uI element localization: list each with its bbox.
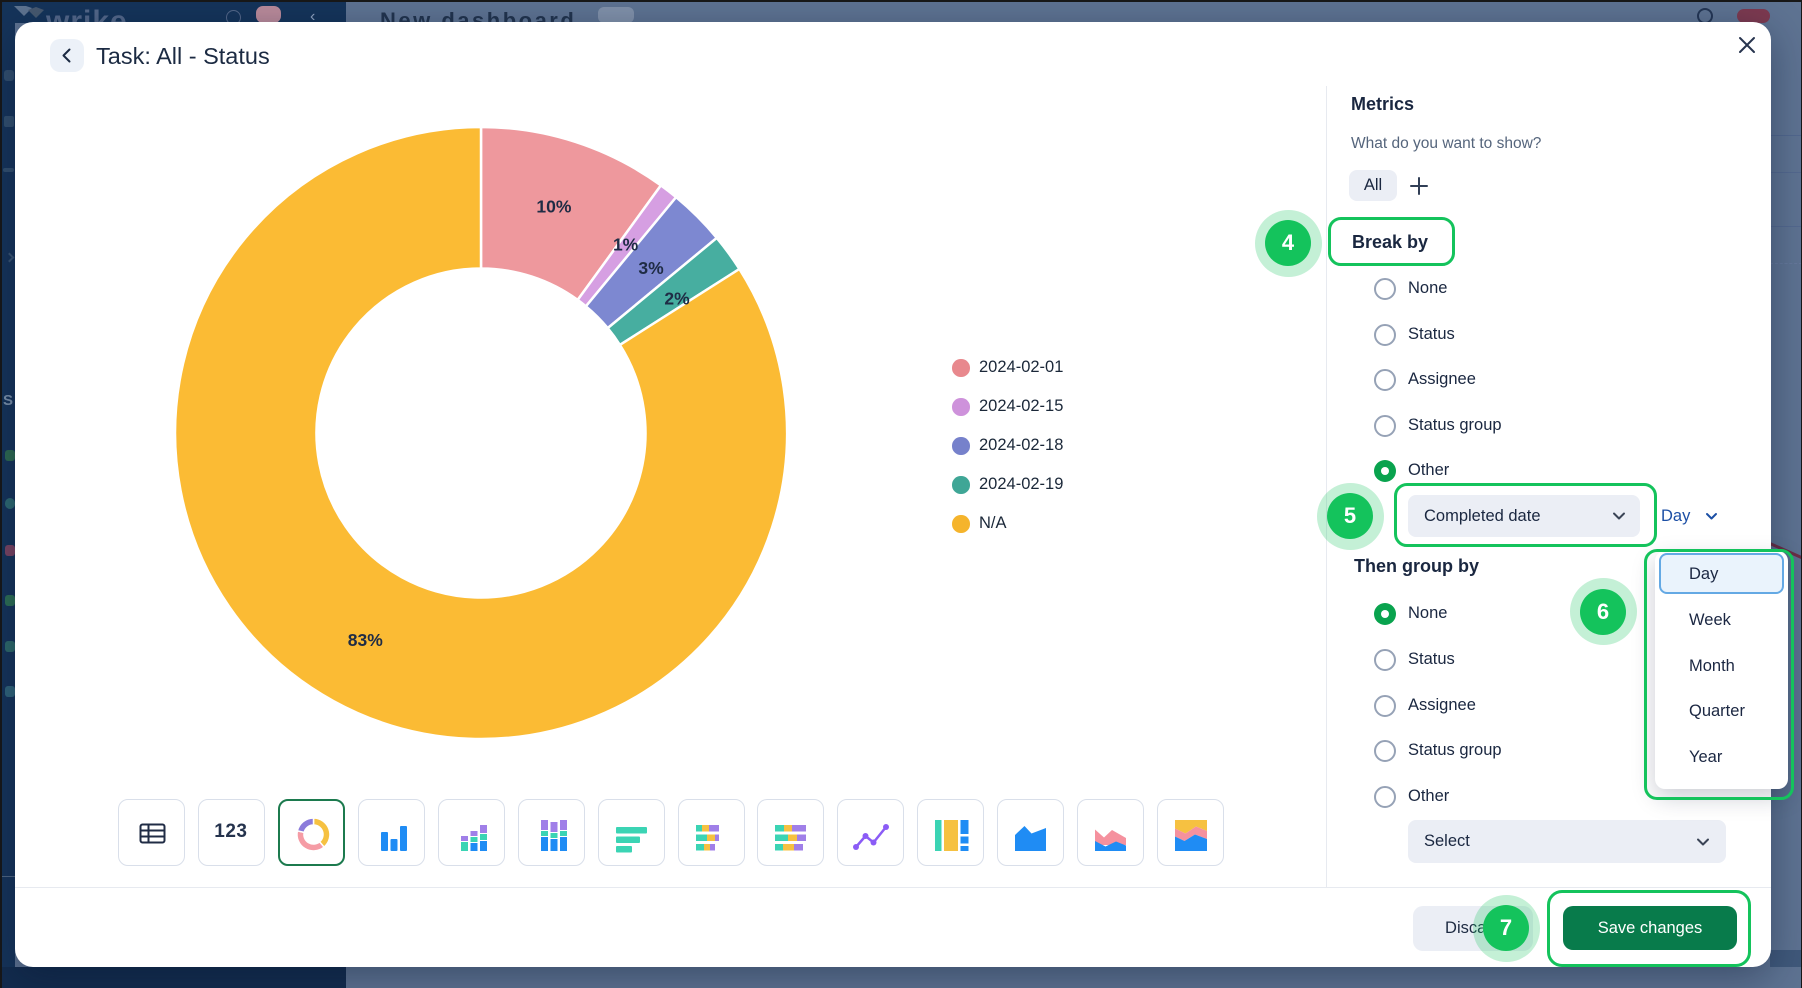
svg-text:10%: 10% — [536, 197, 571, 217]
svg-text:2%: 2% — [664, 288, 690, 308]
svg-text:3%: 3% — [638, 258, 664, 278]
svg-text:83%: 83% — [348, 630, 383, 650]
svg-text:1%: 1% — [613, 235, 639, 255]
